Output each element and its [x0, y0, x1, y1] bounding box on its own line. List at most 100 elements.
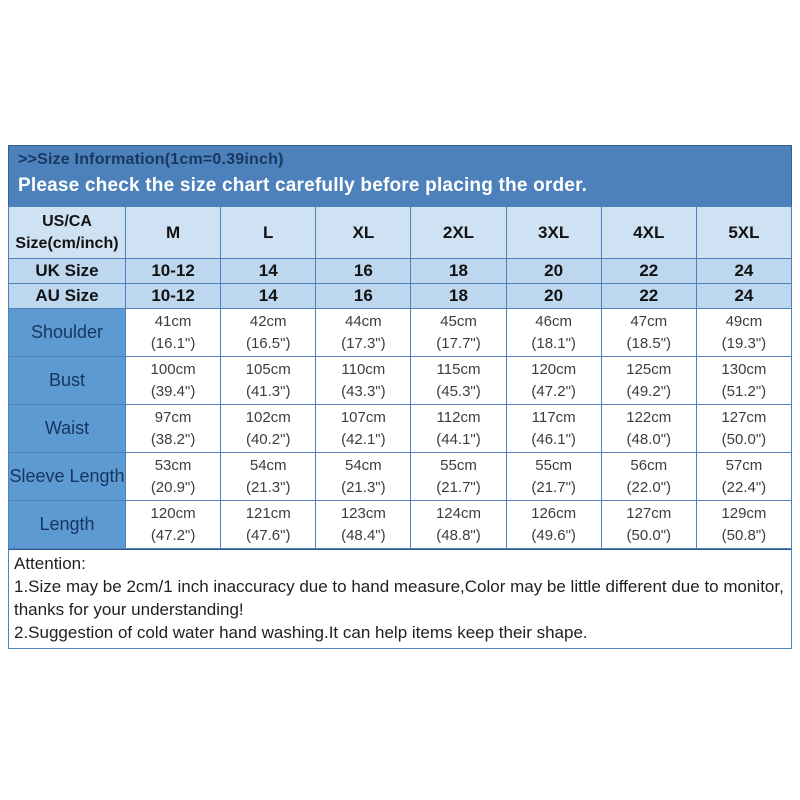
measurement-value-cell: 129cm (50.8") — [695, 500, 793, 549]
measurement-label: Shoulder — [8, 308, 126, 357]
measurement-value-cell: 125cm (49.2") — [600, 356, 697, 405]
au-size-row-value: 18 — [410, 283, 507, 309]
value-inch: (48.8") — [436, 526, 481, 544]
size-header-row: US/CA Size(cm/inch) M L XL 2XL 3XL 4XL 5XL — [8, 206, 793, 259]
value-cm: 49cm — [725, 312, 763, 330]
value-inch: (49.6") — [531, 526, 576, 544]
value-inch: (51.2") — [721, 382, 767, 400]
uk-size-row-value: 24 — [695, 258, 793, 284]
attention-line-2: 2.Suggestion of cold water hand washing.… — [14, 623, 588, 642]
size-chart-table: US/CA Size(cm/inch) M L XL 2XL 3XL 4XL 5XL UK … — [8, 206, 793, 549]
measurement-value-cell: 112cm (44.1") — [410, 404, 507, 453]
measurement-value-cell: 44cm (17.3") — [315, 308, 412, 357]
attention-line-1: 1.Size may be 2cm/1 inch inaccuracy due … — [14, 577, 784, 619]
uk-size-row-label: UK Size — [8, 258, 126, 284]
us-ca-size-header-cell: US/CA Size(cm/inch) — [8, 206, 126, 259]
measurement-value-cell: 56cm (22.0") — [600, 452, 697, 501]
measurement-value-cell: 120cm (47.2") — [505, 356, 602, 405]
value-inch: (50.8") — [721, 526, 767, 544]
value-inch: (21.3") — [341, 478, 386, 496]
size-column-header: 4XL — [600, 206, 697, 259]
measurement-value-cell: 55cm (21.7") — [505, 452, 602, 501]
measurement-value-cell: 102cm (40.2") — [220, 404, 317, 453]
measurement-value-cell: 54cm (21.3") — [220, 452, 317, 501]
value-cm: 127cm — [721, 408, 767, 426]
uk-size-row-value: 10-12 — [124, 258, 222, 284]
value-inch: (21.3") — [245, 478, 291, 496]
value-cm: 115cm — [436, 360, 481, 378]
value-cm: 117cm — [531, 408, 576, 426]
measurement-value-cell: 55cm (21.7") — [410, 452, 507, 501]
measurement-value-cell: 120cm (47.2") — [124, 500, 222, 549]
uk-size-row-value: 18 — [410, 258, 507, 284]
measurement-value-cell: 105cm (41.3") — [220, 356, 317, 405]
value-inch: (47.2") — [531, 382, 576, 400]
us-ca-label: US/CA — [42, 212, 92, 230]
au-size-row-value: 16 — [315, 283, 412, 309]
au-size-row-value: 20 — [505, 283, 602, 309]
value-cm: 127cm — [626, 504, 672, 522]
measurement-value-cell: 123cm (48.4") — [315, 500, 412, 549]
value-inch: (48.0") — [626, 430, 672, 448]
value-cm: 120cm — [150, 504, 196, 522]
measurement-value-cell: 130cm (51.2") — [695, 356, 793, 405]
measurement-value-cell: 117cm (46.1") — [505, 404, 602, 453]
value-cm: 54cm — [345, 456, 382, 474]
size-column-header: M — [124, 206, 222, 259]
measurement-value-cell: 53cm (20.9") — [124, 452, 222, 501]
value-cm: 110cm — [341, 360, 386, 378]
value-inch: (18.1") — [531, 334, 576, 352]
measurement-row: Sleeve Length 53cm (20.9") 54cm (21.3") 54cm (… — [8, 452, 793, 501]
uk-size-row-value: 14 — [220, 258, 317, 284]
size-information-sheet: >>Size Information(1cm=0.39inch) Please … — [8, 145, 793, 649]
value-inch: (16.1") — [150, 334, 196, 352]
attention-note: Attention: 1.Size may be 2cm/1 inch inac… — [8, 549, 792, 649]
value-inch: (47.6") — [245, 526, 291, 544]
uk-size-row-value: 20 — [505, 258, 602, 284]
measurement-value-cell: 127cm (50.0") — [695, 404, 793, 453]
value-inch: (21.7") — [531, 478, 576, 496]
value-inch: (47.2") — [150, 526, 196, 544]
value-cm: 126cm — [531, 504, 577, 522]
value-inch: (44.1") — [436, 430, 481, 448]
value-inch: (39.4") — [150, 382, 196, 400]
value-cm: 57cm — [725, 456, 763, 474]
value-cm: 47cm — [630, 312, 668, 330]
value-inch: (45.3") — [436, 382, 481, 400]
value-cm: 55cm — [440, 456, 477, 474]
value-inch: (17.3") — [341, 334, 386, 352]
value-inch: (17.7") — [436, 334, 481, 352]
value-inch: (40.2") — [245, 430, 291, 448]
au-size-row-value: 24 — [695, 283, 793, 309]
measurement-value-cell: 42cm (16.5") — [220, 308, 317, 357]
value-cm: 121cm — [245, 504, 291, 522]
value-cm: 112cm — [436, 408, 481, 426]
measurement-label: Sleeve Length — [8, 452, 126, 501]
measurement-value-cell: 127cm (50.0") — [600, 500, 697, 549]
value-inch: (16.5") — [245, 334, 291, 352]
value-cm: 55cm — [535, 456, 572, 474]
value-inch: (22.0") — [626, 478, 672, 496]
measurement-value-cell: 97cm (38.2") — [124, 404, 222, 453]
value-inch: (20.9") — [150, 478, 196, 496]
size-column-header: 3XL — [505, 206, 602, 259]
value-inch: (18.5") — [626, 334, 672, 352]
measurement-value-cell: 49cm (19.3") — [695, 308, 793, 357]
measurement-row: Length 120cm (47.2") 121cm (47.6") 123cm (48.4… — [8, 500, 793, 549]
value-inch: (43.3") — [341, 382, 386, 400]
banner: >>Size Information(1cm=0.39inch) Please … — [8, 145, 792, 206]
measurement-label: Waist — [8, 404, 126, 453]
value-cm: 45cm — [440, 312, 477, 330]
au-size-row-value: 14 — [220, 283, 317, 309]
size-chart-notice: Please check the size chart carefully be… — [18, 175, 588, 196]
measurement-value-cell: 107cm (42.1") — [315, 404, 412, 453]
value-inch: (22.4") — [721, 478, 767, 496]
value-cm: 105cm — [245, 360, 291, 378]
au-size-row: AU Size 10-12 14 16 18 20 22 24 — [8, 283, 793, 309]
measurement-label: Length — [8, 500, 126, 549]
value-cm: 122cm — [626, 408, 672, 426]
size-column-header: 2XL — [410, 206, 507, 259]
measurement-label: Bust — [8, 356, 126, 405]
measurement-value-cell: 41cm (16.1") — [124, 308, 222, 357]
value-cm: 42cm — [249, 312, 287, 330]
